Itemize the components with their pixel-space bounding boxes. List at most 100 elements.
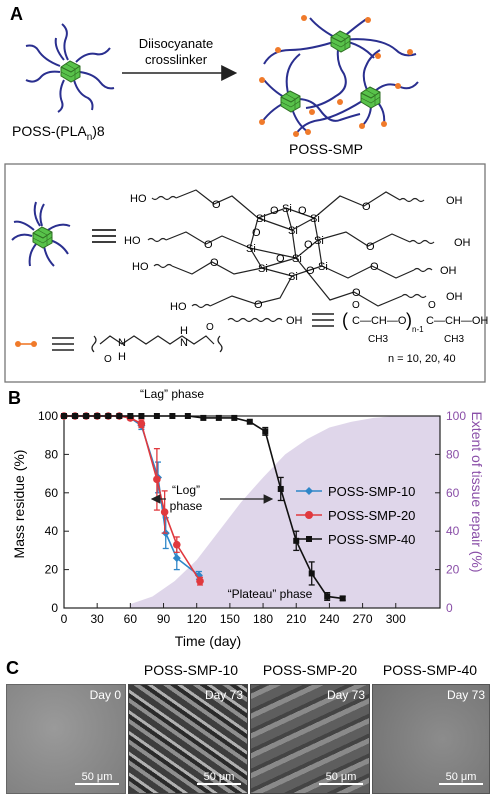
- data-point: [293, 537, 300, 544]
- svg-text:OH: OH: [454, 237, 471, 249]
- svg-text:O: O: [306, 265, 315, 277]
- svg-text:N: N: [180, 337, 188, 349]
- sem-title-40: POSS-SMP-40: [382, 662, 478, 678]
- linker-legend: NH HN OO: [15, 322, 223, 365]
- data-point: [83, 413, 90, 419]
- data-point: [215, 414, 222, 421]
- data-point: [153, 413, 160, 419]
- svg-text:N: N: [118, 337, 126, 349]
- legend-label: POSS-SMP-40: [328, 532, 415, 547]
- svg-text:H: H: [180, 325, 188, 337]
- y-tick-label: 60: [45, 486, 59, 500]
- annotation-lag: “Lag” phase: [140, 387, 204, 401]
- x-axis-label: Time (day): [175, 633, 241, 649]
- svg-text:Si: Si: [258, 263, 268, 275]
- sem-image-smp40: Day 73 50 μm: [372, 684, 490, 794]
- structure-legend-box: [4, 163, 486, 383]
- tissue-repair-area: [130, 416, 440, 608]
- arrow-label-line2: crosslinker: [145, 52, 208, 67]
- legend-marker: [306, 536, 312, 542]
- arrow-label-line1: Diisocyanate: [139, 36, 213, 51]
- svg-text:OH: OH: [286, 315, 303, 327]
- equivalent-symbol-1: [92, 229, 116, 243]
- data-point: [173, 540, 181, 549]
- x-tick-label: 90: [157, 612, 171, 626]
- y2-tick-label: 0: [446, 601, 453, 615]
- panel-c-letter: C: [6, 658, 19, 678]
- x-tick-label: 180: [253, 612, 273, 626]
- sem-image-smp20: Day 73 50 μm: [250, 684, 370, 794]
- svg-text:O: O: [370, 261, 379, 273]
- y-tick-label: 100: [38, 409, 58, 423]
- svg-text:O: O: [104, 354, 112, 365]
- y2-tick-label: 20: [446, 563, 460, 577]
- data-point: [61, 413, 67, 419]
- y2-tick-label: 80: [446, 447, 460, 461]
- scale-bar: [319, 783, 363, 785]
- data-point: [72, 413, 79, 419]
- svg-text:O: O: [254, 299, 263, 311]
- data-point: [160, 508, 169, 516]
- svg-text:O: O: [366, 241, 375, 253]
- poss-pla-molecule-left: [25, 23, 115, 113]
- sem-title-10: POSS-SMP-10: [143, 662, 239, 678]
- x-tick-label: 120: [187, 612, 207, 626]
- panel-a-scheme: Diisocyanate crosslinker POSS-(PLAn)8 PO…: [4, 15, 488, 383]
- annotation-log-1: “Log”: [172, 483, 200, 497]
- panel-b-letter: B: [8, 388, 21, 408]
- annotation-log-2: phase: [170, 499, 203, 513]
- data-point: [105, 413, 112, 419]
- data-point: [196, 577, 204, 585]
- svg-text:O: O: [204, 239, 213, 251]
- pla-n-values: n = 10, 20, 40: [388, 353, 456, 365]
- data-point: [137, 419, 146, 428]
- legend-marker: [305, 487, 313, 495]
- y2-tick-label: 40: [446, 524, 460, 538]
- svg-text:C—CH—OH: C—CH—OH: [426, 315, 488, 327]
- sem-day-label: Day 0: [89, 688, 121, 702]
- legend-label: POSS-SMP-10: [328, 484, 415, 499]
- data-point: [138, 413, 145, 419]
- sem-image-day0: Day 0 50 μm: [6, 684, 126, 794]
- svg-text:Si: Si: [288, 271, 298, 283]
- x-tick-label: 300: [386, 612, 406, 626]
- poss-molecule-small: [11, 201, 71, 267]
- data-point: [339, 595, 346, 602]
- svg-text:O: O: [270, 205, 279, 217]
- data-point: [324, 593, 331, 600]
- x-tick-label: 210: [286, 612, 306, 626]
- svg-text:Si: Si: [246, 243, 256, 255]
- svg-text:HO: HO: [132, 261, 149, 273]
- plot-frame: [63, 415, 441, 609]
- data-point: [200, 414, 207, 421]
- svg-text:O: O: [352, 287, 361, 299]
- svg-text:O: O: [206, 322, 214, 333]
- pla-chain-legend: OH ( C—CH—O ) n-1 C—CH—OH O O CH3 CH3 n = …: [227, 300, 488, 365]
- svg-text:Si: Si: [310, 213, 320, 225]
- scale-bar: [75, 783, 119, 785]
- data-point: [127, 413, 134, 419]
- svg-text:O: O: [210, 257, 219, 269]
- x-tick-label: 60: [124, 612, 138, 626]
- data-point: [116, 413, 123, 419]
- sem-day-label: Day 73: [326, 688, 365, 702]
- y-tick-label: 40: [45, 524, 59, 538]
- y2-tick-label: 60: [446, 486, 460, 500]
- sem-day-label: Day 73: [204, 688, 243, 702]
- sem-image-smp10: Day 73 50 μm: [128, 684, 248, 794]
- scale-bar: [197, 783, 241, 785]
- scale-label: 50 μm: [203, 771, 235, 783]
- x-tick-label: 0: [61, 612, 68, 626]
- y2-tick-label: 100: [446, 409, 466, 423]
- y-tick-label: 20: [45, 563, 59, 577]
- svg-text:O: O: [252, 227, 261, 239]
- x-tick-label: 30: [90, 612, 104, 626]
- poss-pla-label: POSS-(PLAn)8: [12, 123, 105, 143]
- poss-smp-network: [259, 15, 419, 137]
- annotation-plateau: “Plateau” phase: [228, 587, 313, 601]
- svg-text:O: O: [298, 205, 307, 217]
- data-point: [246, 418, 253, 425]
- svg-text:C—CH—O: C—CH—O: [352, 315, 407, 327]
- data-point: [277, 485, 284, 492]
